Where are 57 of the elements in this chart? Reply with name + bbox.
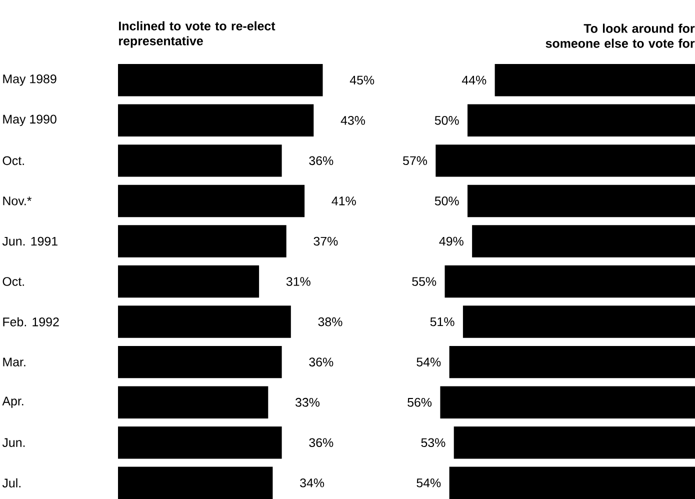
bar (118, 265, 260, 298)
y-tick-label: Oct. (2, 156, 24, 166)
bar (436, 144, 695, 177)
data-label: 37% (314, 236, 338, 246)
data-label: 55% (412, 277, 436, 286)
data-label: 56% (408, 398, 432, 407)
y-tick-label: Jun. (2, 438, 25, 447)
chart-title: To look around for someone else to vote for (546, 24, 695, 48)
bar (118, 104, 314, 137)
data-label: 50% (434, 116, 459, 125)
data-label: 45% (350, 76, 374, 85)
data-label: 44% (462, 76, 486, 84)
bar (118, 426, 282, 459)
bar (468, 104, 695, 137)
y-tick-label: Apr. (2, 396, 24, 408)
bar (444, 265, 695, 298)
data-label: 51% (430, 317, 454, 326)
bar (118, 346, 282, 378)
bar (468, 184, 695, 218)
data-label: 36% (309, 358, 334, 366)
y-tick-label: Jul. (2, 478, 20, 488)
chart-title: Inclined to vote to re-elect representative (119, 21, 276, 48)
bar (449, 466, 695, 499)
bar (454, 426, 695, 459)
data-label: 33% (296, 398, 320, 407)
data-label: 53% (421, 438, 446, 448)
y-tick-label: May 1990 (3, 114, 56, 126)
bar (494, 64, 695, 96)
bar (118, 386, 268, 418)
data-label: 34% (300, 478, 324, 488)
y-tick-label: Feb. 1992 (3, 317, 59, 326)
bar (462, 306, 695, 338)
data-label: 54% (416, 358, 441, 366)
data-label: 43% (340, 116, 365, 125)
bar (449, 346, 695, 378)
bar (118, 184, 305, 218)
data-label: 57% (403, 156, 428, 166)
bar (118, 306, 291, 338)
data-label: 50% (434, 196, 459, 206)
data-label: 38% (318, 317, 342, 326)
bar (440, 386, 695, 418)
y-tick-label: Mar. (3, 358, 26, 366)
data-label: 54% (416, 478, 441, 488)
y-tick-label: Jun. 1991 (2, 236, 58, 246)
data-label: 41% (332, 196, 356, 206)
y-tick-label: May 1989 (3, 74, 56, 86)
bar (472, 225, 695, 258)
data-label: 49% (439, 236, 464, 246)
data-label: 36% (309, 438, 334, 448)
data-label: 31% (286, 277, 310, 286)
bar (118, 64, 323, 96)
bar (118, 144, 282, 177)
y-tick-label: Nov.* (3, 196, 32, 206)
bar (118, 225, 286, 258)
y-tick-label: Oct. (2, 277, 24, 286)
bar (118, 466, 273, 499)
data-label: 36% (309, 156, 334, 166)
